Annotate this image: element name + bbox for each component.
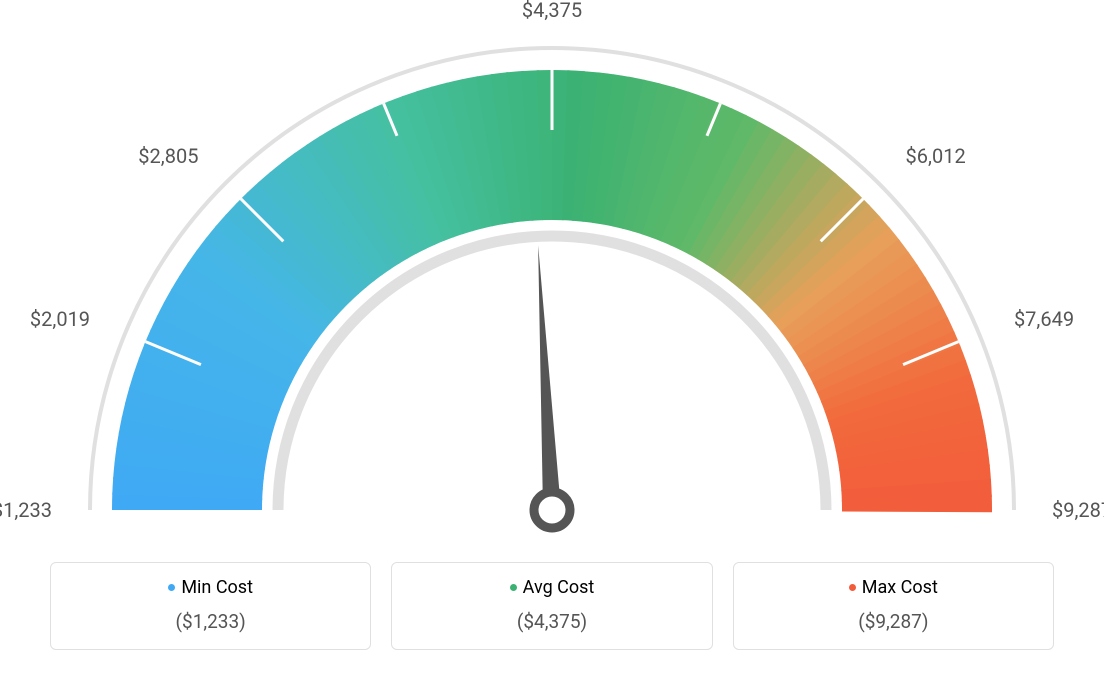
min-cost-value: ($1,233) (61, 610, 360, 633)
max-cost-value: ($9,287) (744, 610, 1043, 633)
max-label-text: Max Cost (862, 577, 938, 598)
scale-label: $7,649 (1014, 307, 1074, 331)
max-cost-label: Max Cost (744, 577, 1043, 598)
scale-label: $4,375 (522, 0, 582, 22)
avg-cost-value: ($4,375) (402, 610, 701, 633)
scale-label: $2,019 (30, 307, 90, 331)
avg-cost-label: Avg Cost (402, 577, 701, 598)
gauge-chart: $1,233 $2,019 $2,805 $4,375 $6,012 $7,649 $9,2… (0, 0, 1104, 540)
scale-label: $1,233 (0, 498, 52, 522)
min-cost-label: Min Cost (61, 577, 360, 598)
avg-cost-card: Avg Cost ($4,375) (391, 562, 712, 650)
avg-dot-icon (510, 584, 517, 591)
min-dot-icon (168, 584, 175, 591)
max-dot-icon (849, 584, 856, 591)
scale-label: $2,805 (138, 144, 198, 168)
avg-label-text: Avg Cost (523, 577, 595, 598)
scale-label: $6,012 (906, 144, 966, 168)
cost-gauge-widget: $1,233 $2,019 $2,805 $4,375 $6,012 $7,649 $9,2… (0, 0, 1104, 690)
min-label-text: Min Cost (181, 577, 253, 598)
min-cost-card: Min Cost ($1,233) (50, 562, 371, 650)
max-cost-card: Max Cost ($9,287) (733, 562, 1054, 650)
scale-label: $9,287 (1052, 498, 1104, 522)
stats-row: Min Cost ($1,233) Avg Cost ($4,375) Max … (0, 562, 1104, 650)
gauge-svg (0, 0, 1104, 540)
